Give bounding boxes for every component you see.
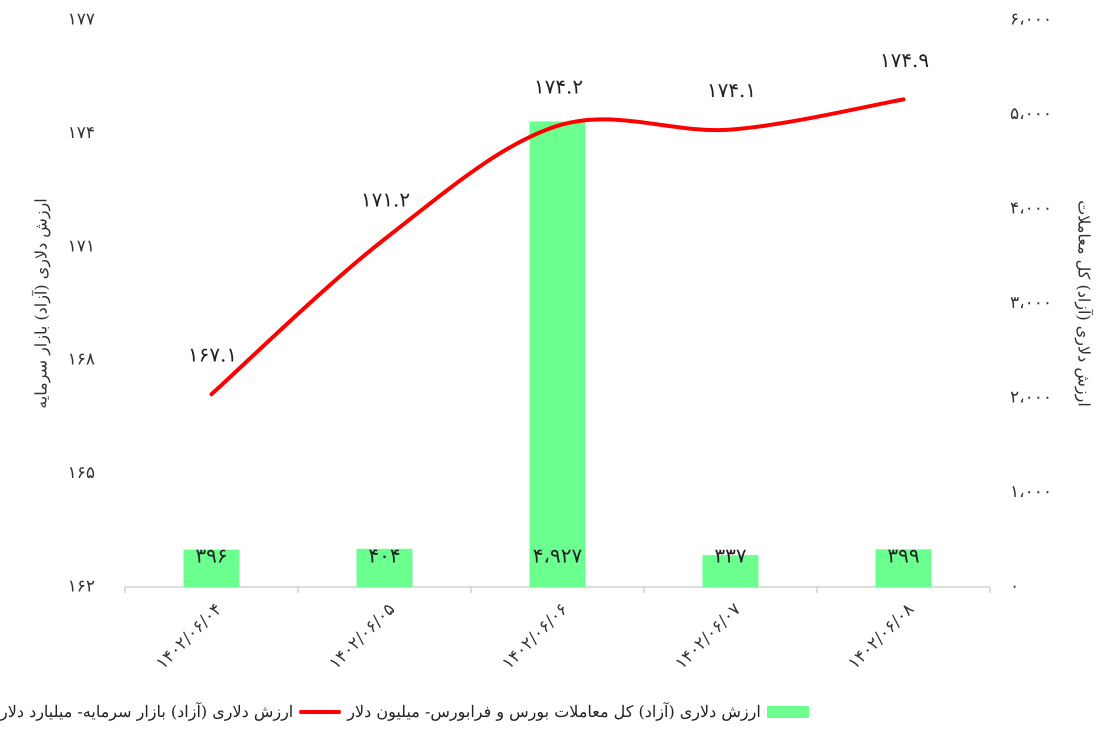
y-tick-label: ۱۶۲ (68, 577, 95, 597)
y-tick-label: ۱۷۴ (68, 123, 95, 143)
y2-tick-label: ۵،۰۰۰ (1010, 104, 1052, 124)
x-tick-label: ۱۴۰۲/۰۶/۰۴ (152, 600, 226, 674)
y-tick-label: ۱۷۷ (68, 10, 95, 30)
y2-tick-label: ۴،۰۰۰ (1010, 199, 1052, 219)
bar (356, 548, 413, 587)
x-tick-label: ۱۴۰۲/۰۶/۰۶ (498, 600, 572, 674)
x-tick-label: ۱۴۰۲/۰۶/۰۵ (325, 600, 399, 674)
legend-label: ارزش دلاری (آزاد) کل معاملات بورس و فراب… (347, 702, 761, 721)
bar-value-label: ۴۰۴ (368, 544, 400, 568)
y2-axis-title: ارزش دلاری (آزاد) کل معاملات (1075, 200, 1095, 407)
bar (702, 555, 759, 587)
y-axis-title: ارزش دلاری (آزاد) بازار سرمایه (31, 198, 51, 408)
line-value-label: ۱۶۷.۱ (188, 343, 237, 367)
y-tick-label: ۱۷۱ (68, 236, 95, 256)
y2-tick-label: ۱،۰۰۰ (1010, 482, 1052, 502)
legend-swatch (299, 709, 342, 714)
legend: ارزش دلاری (آزاد) کل معاملات بورس و فراب… (0, 702, 1105, 721)
x-tick-label: ۱۴۰۲/۰۶/۰۸ (844, 600, 918, 674)
line (209, 97, 906, 397)
chart: ۱۶۲ ۱۶۵ ۱۶۸ ۱۷۱ ۱۷۴ ۱۷۷ ۰ ۱،۰۰۰ ۲،۰۰۰ ۳،۰۰۰ ۴،۰۰۰ ۵… (31, 10, 1095, 674)
bar (529, 121, 586, 587)
y2-tick-label: ۶،۰۰۰ (1010, 10, 1052, 30)
legend-swatch (766, 705, 809, 718)
y-tick-label: ۱۶۸ (68, 350, 95, 370)
bar-value-label: ۴،۹۲۷ (533, 544, 583, 568)
y2-tick-label: ۳،۰۰۰ (1010, 293, 1052, 313)
bar-value-label: ۳۳۷ (714, 544, 746, 568)
bar (875, 549, 932, 587)
y-tick-label: ۱۶۵ (68, 463, 95, 483)
line-value-label: ۱۷۴.۲ (534, 74, 583, 98)
line-value-label: ۱۷۴.۹ (880, 48, 929, 72)
x-tick-label: ۱۴۰۲/۰۶/۰۷ (671, 600, 745, 674)
y2-tick-label: ۰ (1010, 577, 1019, 597)
bar (183, 549, 240, 587)
bar-value-label: ۳۹۶ (195, 544, 227, 568)
line-value-label: ۱۷۱.۲ (361, 188, 410, 212)
line-value-label: ۱۷۴.۱ (707, 78, 756, 102)
bar-value-label: ۳۹۹ (887, 544, 919, 568)
legend-label: ارزش دلاری (آزاد) بازار سرمایه- میلیارد … (0, 702, 294, 721)
y2-tick-label: ۲،۰۰۰ (1010, 388, 1052, 408)
